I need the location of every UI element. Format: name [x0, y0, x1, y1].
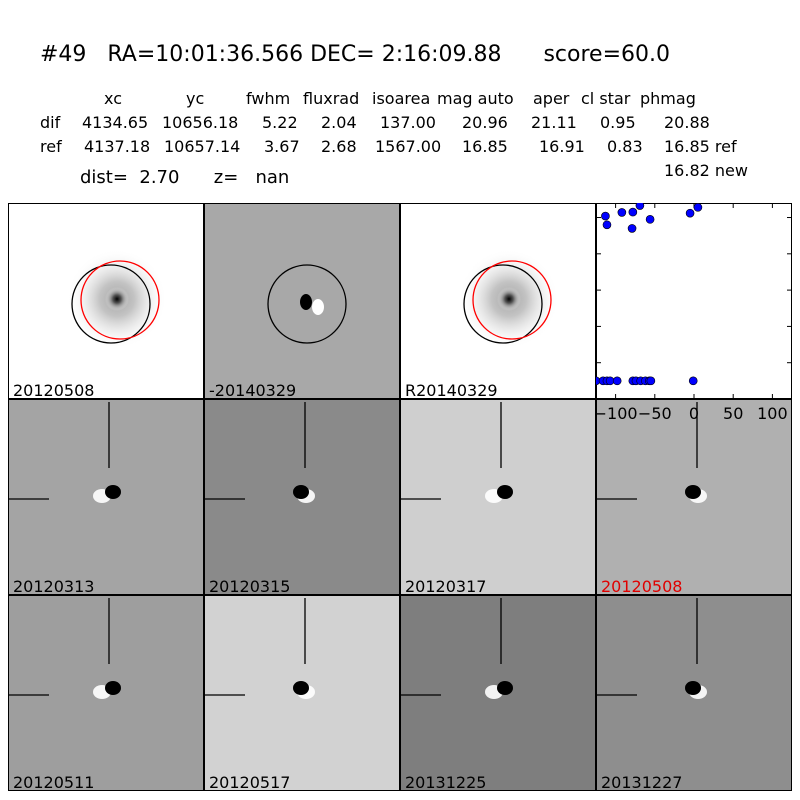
- col-header-fwhm: fwhm: [246, 89, 291, 108]
- image-panel: 20131227: [596, 595, 792, 791]
- image-panel: 20120508: [596, 399, 792, 595]
- cell: 20.88: [664, 113, 710, 132]
- dist-z-readout: dist= 2.70 z= nan: [80, 167, 290, 188]
- panel-label-highlighted: 20120508: [601, 577, 683, 595]
- col-header-isoarea: isoarea: [372, 89, 431, 108]
- data-point: [688, 376, 698, 386]
- panel-label: 20120317: [405, 577, 487, 595]
- xtick-label: −100: [596, 404, 638, 421]
- panel-label: 20120517: [209, 773, 291, 791]
- plot-frame: [596, 203, 792, 399]
- cell: 137.00: [380, 113, 436, 132]
- cell: 16.85 ref: [664, 137, 737, 156]
- phmag-new-value: 16.82 new: [664, 161, 748, 180]
- xtick-label: 50: [723, 404, 743, 421]
- panel-label: R20140329: [405, 381, 498, 399]
- col-header-cl-star: cl star: [581, 89, 631, 108]
- negative-residual: [685, 485, 701, 499]
- row-name-ref: ref: [40, 137, 62, 156]
- source-core: [497, 287, 521, 311]
- data-point: [685, 208, 695, 218]
- col-header-phmag: phmag: [640, 89, 696, 108]
- point-group: [596, 203, 703, 386]
- data-point: [693, 203, 703, 212]
- col-header-mag-auto: mag auto: [437, 89, 514, 108]
- cell: 16.91: [539, 137, 585, 156]
- negative-residual: [293, 485, 309, 499]
- data-point: [628, 207, 638, 217]
- col-header-yc: yc: [186, 89, 205, 108]
- panel-label: 20120313: [13, 577, 95, 595]
- page-title: #49 RA=10:01:36.566 DEC= 2:16:09.88 scor…: [40, 42, 670, 67]
- source-core: [105, 287, 129, 311]
- image-panel: 20120317: [400, 399, 596, 595]
- cell: 16.85: [462, 137, 508, 156]
- data-point: [645, 215, 655, 224]
- image-panel: 20120313: [8, 399, 204, 595]
- aperture-circle-ref: [80, 260, 160, 340]
- aperture-circle: [71, 264, 151, 344]
- negative-residual: [293, 681, 309, 695]
- col-header-xc: xc: [104, 89, 122, 108]
- panel-label: -20140329: [209, 381, 297, 399]
- data-point: [612, 376, 622, 386]
- image-panel: 20120315: [204, 399, 400, 595]
- cell: 10656.18: [162, 113, 239, 132]
- cell: 1567.00: [375, 137, 442, 156]
- data-point: [601, 211, 610, 221]
- aperture-circle: [267, 264, 347, 344]
- cell: 5.22: [262, 113, 298, 132]
- xtick-label: 0: [689, 404, 699, 421]
- panel-label: 20131225: [405, 773, 487, 791]
- col-header-aper: aper: [533, 89, 570, 108]
- image-panel: 20120517: [204, 595, 400, 791]
- aperture-circle-ref: [472, 260, 552, 340]
- panel-label: 20120508: [13, 381, 95, 399]
- row-name-dif: dif: [40, 113, 61, 132]
- col-header-fluxrad: fluxrad: [303, 89, 360, 108]
- xtick-label: 100: [757, 404, 788, 421]
- negative-residual: [497, 681, 513, 695]
- cell: 2.04: [321, 113, 357, 132]
- image-panel: 20120508: [8, 203, 204, 399]
- aperture-circle: [463, 264, 543, 344]
- negative-residual: [105, 485, 121, 499]
- data-point: [602, 220, 612, 230]
- negative-residual: [685, 681, 701, 695]
- image-panel: 20131225: [400, 595, 596, 791]
- image-panel: -20140329: [204, 203, 400, 399]
- cell: 0.83: [607, 137, 643, 156]
- cell: 20.96: [462, 113, 508, 132]
- cell: 2.68: [321, 137, 357, 156]
- xtick-label: −50: [638, 404, 672, 421]
- data-point: [635, 203, 645, 210]
- positive-residual: [312, 299, 324, 315]
- cell: 10657.14: [164, 137, 241, 156]
- panel-label: 20131227: [601, 773, 683, 791]
- cell: 3.67: [264, 137, 300, 156]
- cell: 21.11: [531, 113, 577, 132]
- negative-residual: [300, 294, 312, 310]
- negative-residual: [497, 485, 513, 499]
- cell: 4137.18: [84, 137, 151, 156]
- panel-label: 20120511: [13, 773, 95, 791]
- cell: 0.95: [600, 113, 636, 132]
- negative-residual: [105, 681, 121, 695]
- data-point: [617, 208, 627, 217]
- data-point: [646, 376, 656, 386]
- panel-label: 20120315: [209, 577, 291, 595]
- image-panel: R20140329: [400, 203, 596, 399]
- data-point: [627, 224, 637, 233]
- image-panel: 20120511: [8, 595, 204, 791]
- cell: 4134.65: [82, 113, 149, 132]
